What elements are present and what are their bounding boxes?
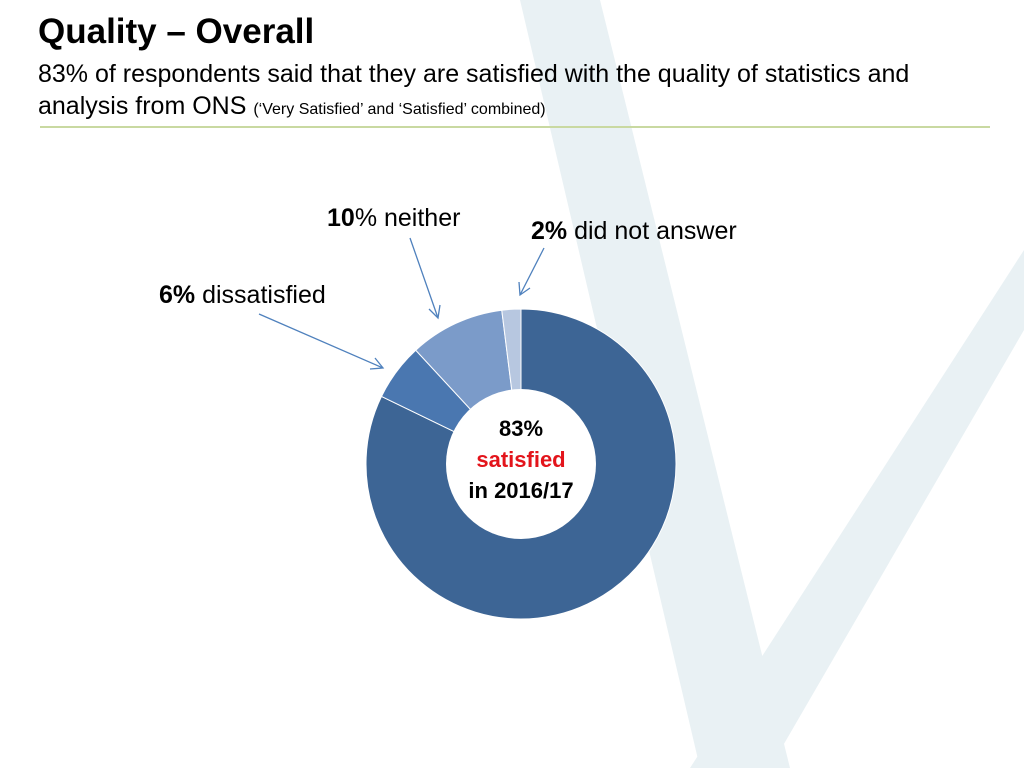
callout-arrows <box>258 237 545 370</box>
watermark-stroke-right <box>690 250 1024 768</box>
arrow-neither <box>409 237 441 320</box>
label-dissatisfied-pct: 6% <box>159 281 196 309</box>
label-dissatisfied: 6% dissatisfied <box>159 280 326 310</box>
subtitle-note: (‘Very Satisfied’ and ‘Satisfied’ combin… <box>253 101 546 118</box>
arrow-dissatisfied <box>258 313 385 370</box>
header-divider <box>40 126 990 128</box>
center-word: satisfied <box>476 447 566 472</box>
page-subtitle: 83% of respondents said that they are sa… <box>38 58 938 126</box>
subtitle-text: 83% of respondents said that they are sa… <box>38 60 910 120</box>
label-neither-pct: 10 <box>327 204 355 232</box>
label-no-answer: 2% did not answer <box>531 216 737 246</box>
arrow-no-answer <box>518 247 545 297</box>
label-no-answer-pct: 2% <box>531 217 568 245</box>
center-label: 83% satisfied in 2016/17 <box>451 413 591 506</box>
label-dissatisfied-text: dissatisfied <box>195 281 326 309</box>
center-period: in 2016/17 <box>468 478 574 503</box>
watermark-stroke-left <box>520 0 790 768</box>
center-pct: 83% <box>498 416 544 441</box>
label-neither-text: % neither <box>354 204 461 232</box>
label-no-answer-text: did not answer <box>567 217 737 245</box>
donut-hole <box>446 389 596 539</box>
slice-satisfied <box>365 308 677 620</box>
page-title: Quality – Overall <box>38 12 315 51</box>
label-neither: 10% neither <box>327 203 460 233</box>
